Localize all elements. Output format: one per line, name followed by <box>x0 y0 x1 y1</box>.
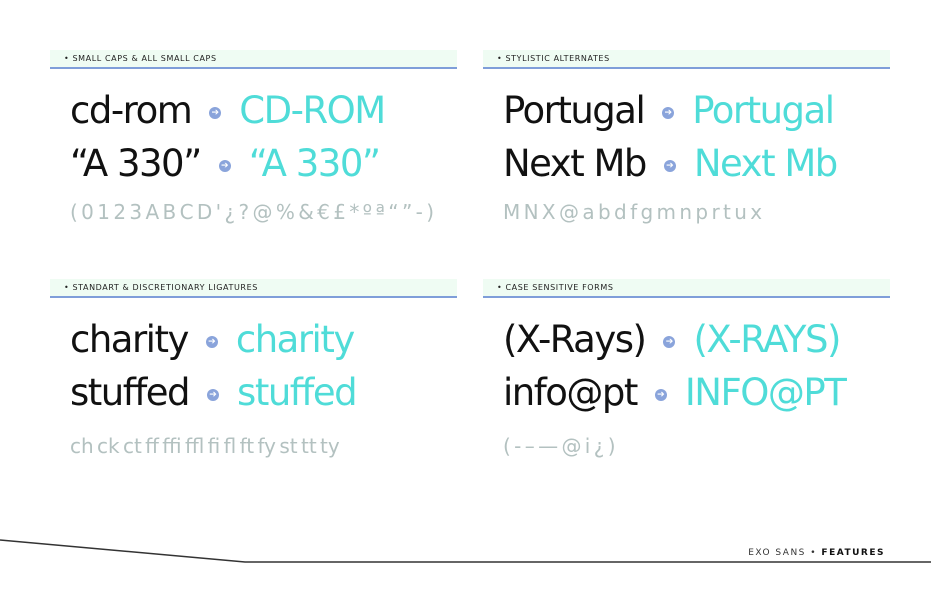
result-text: CD-ROM <box>239 88 386 132</box>
section-header: • STYLISTIC ALTERNATES <box>483 50 890 69</box>
page-name: FEATURES <box>821 548 885 558</box>
result-text: Portugal <box>692 88 835 132</box>
footer-label: EXO SANS • FEATURES <box>748 548 885 558</box>
source-text: Next Mb <box>503 141 647 185</box>
result-text: stuffed <box>237 370 358 414</box>
arrow-right-circle-icon: ➔ <box>205 336 218 348</box>
arrow-right-circle-icon: ➔ <box>207 389 220 401</box>
example-row: (X-Rays) ➔ (X-RAYS) <box>503 314 841 364</box>
source-text: cd-rom <box>70 88 193 132</box>
source-text: info@pt <box>503 370 638 414</box>
section-header: • STANDART & DISCRETIONARY LIGATURES <box>50 279 457 298</box>
glyph-set: M N X @ a b d f g m n p r t u x <box>503 200 763 224</box>
section-header: • SMALL CAPS & ALL SMALL CAPS <box>50 50 457 69</box>
glyph-set: ch ck ct ff ffi ffl fi fl ft fy st tt ty <box>70 434 340 458</box>
arrow-right-circle-icon: ➔ <box>209 107 222 119</box>
feature-panel: • CASE SENSITIVE FORMS (X-Rays) ➔ (X-RAYS) i… <box>483 279 890 479</box>
arrow-right-circle-icon: ➔ <box>654 389 667 401</box>
example-row: stuffed ➔ stuffed <box>70 367 358 417</box>
example-row: info@pt ➔ INFO@PT <box>503 367 847 417</box>
result-text: Next Mb <box>693 141 838 185</box>
arrow-right-circle-icon: ➔ <box>663 336 676 348</box>
separator: • <box>805 548 822 558</box>
section-header: • CASE SENSITIVE FORMS <box>483 279 890 298</box>
source-text: “A 330” <box>70 141 202 185</box>
arrow-right-circle-icon: ➔ <box>662 107 675 119</box>
example-row: Next Mb ➔ Next Mb <box>503 138 838 188</box>
source-text: stuffed <box>70 370 191 414</box>
example-row: cd-rom ➔ CD-ROM <box>70 85 386 135</box>
source-text: (X-Rays) <box>503 317 647 361</box>
source-text: Portugal <box>503 88 646 132</box>
result-text: charity <box>235 317 355 361</box>
result-text: INFO@PT <box>684 370 847 414</box>
feature-panel: • STANDART & DISCRETIONARY LIGATURES char… <box>50 279 457 479</box>
feature-panel: • STYLISTIC ALTERNATES Portugal ➔ Portugal N… <box>483 50 890 250</box>
arrow-right-circle-icon: ➔ <box>663 160 676 172</box>
glyph-set: ( 0 1 2 3 A B C D ' ¿ ? @ % & € £ * º ª … <box>70 200 435 224</box>
feature-panel: • SMALL CAPS & ALL SMALL CAPS cd-rom ➔ CD-R… <box>50 50 457 250</box>
example-row: “A 330” ➔ “A 330” <box>70 138 381 188</box>
result-text: (X-RAYS) <box>693 317 841 361</box>
example-row: charity ➔ charity <box>70 314 355 364</box>
glyph-set: ( - – — @ i ¿ ) <box>503 434 616 458</box>
font-family-name: EXO SANS <box>748 548 806 558</box>
example-row: Portugal ➔ Portugal <box>503 85 835 135</box>
result-text: “A 330” <box>248 141 381 185</box>
arrow-right-circle-icon: ➔ <box>218 160 231 172</box>
source-text: charity <box>70 317 189 361</box>
